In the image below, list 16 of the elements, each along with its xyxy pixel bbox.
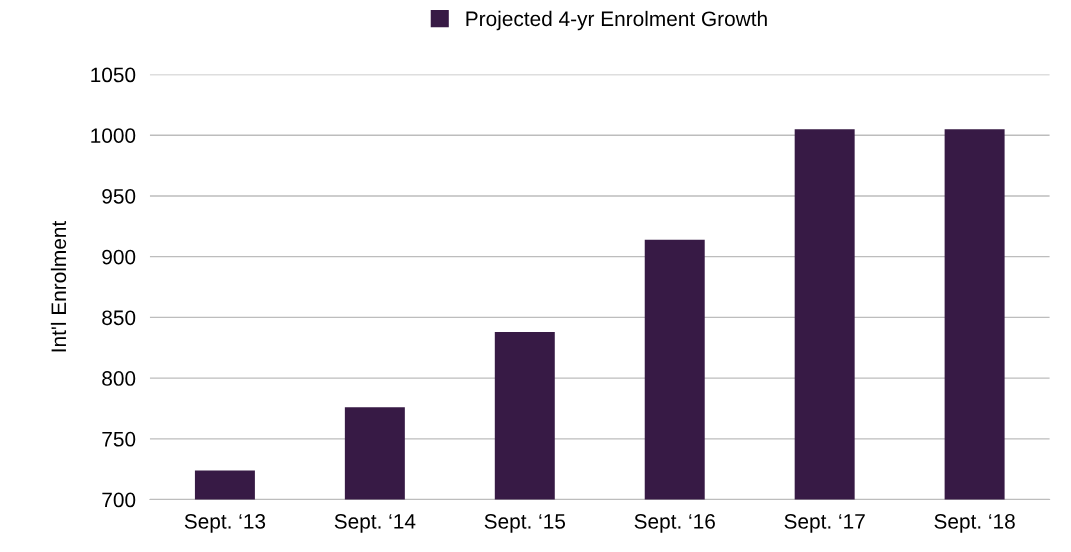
y-tick-label: 1050 (91, 67, 136, 83)
x-tick-label: Sept. ‘13 (184, 514, 266, 533)
x-tick-label: Sept. ‘16 (634, 514, 715, 533)
y-axis-title: Int'l Enrolment (50, 220, 67, 352)
y-tick-label: 900 (102, 249, 136, 265)
y-tick-label: 950 (102, 188, 136, 204)
x-tick-label: Sept. ‘17 (784, 514, 865, 533)
y-tick-label: 850 (102, 310, 136, 326)
y-tick-label: 700 (102, 492, 136, 508)
y-tick-label: 750 (102, 431, 136, 447)
x-tick-label: Sept. ‘18 (934, 514, 1015, 533)
y-tick-label: 1000 (91, 128, 136, 143)
legend-label: Projected 4-yr Enrolment Growth (466, 10, 767, 31)
y-tick-label: 800 (102, 371, 136, 386)
x-tick-label: Sept. ‘14 (334, 514, 416, 533)
x-tick-label: Sept. ‘15 (484, 514, 566, 533)
